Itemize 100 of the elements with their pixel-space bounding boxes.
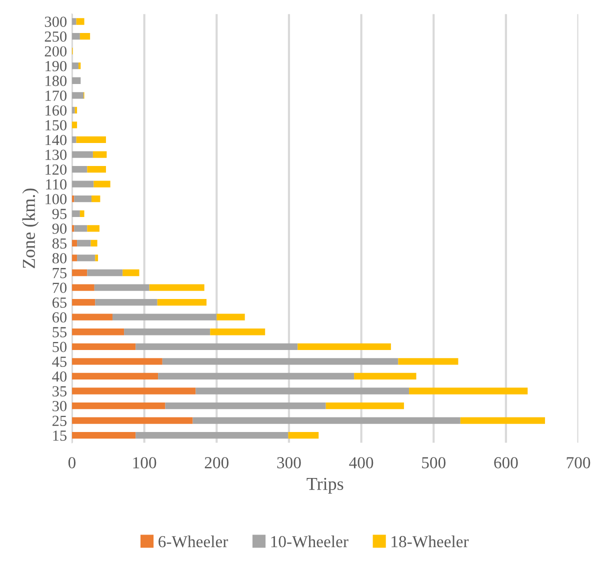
bar (80, 32, 90, 40)
bar (72, 254, 78, 262)
bar (72, 180, 94, 188)
bar (72, 269, 88, 276)
bar (409, 388, 528, 394)
bar (72, 92, 84, 99)
bar (78, 62, 81, 70)
bar (72, 32, 80, 40)
bar (72, 388, 196, 394)
x-tick-label: 600 (494, 457, 518, 468)
bar (76, 136, 106, 144)
bar (72, 343, 136, 350)
bar (87, 166, 106, 173)
y-tick-label: 140 (46, 134, 67, 146)
y-tick-label: 120 (46, 164, 67, 175)
bar (72, 106, 75, 114)
bar (95, 254, 98, 262)
bar (87, 269, 123, 276)
bar (95, 299, 158, 306)
x-tick-label: 200 (204, 457, 228, 468)
y-tick-label: 200 (44, 46, 67, 57)
y-tick-label: 170 (46, 90, 67, 101)
bar (72, 314, 112, 320)
y-tick-label: 40 (52, 371, 67, 382)
bar (136, 432, 288, 439)
bar (112, 314, 217, 320)
bar (72, 432, 136, 439)
y-axis-title: Zone (km.) (22, 188, 39, 268)
bar (72, 196, 74, 202)
y-tick-label: 110 (46, 179, 67, 190)
bar (77, 254, 96, 262)
y-tick-label: 160 (46, 105, 67, 116)
bar (76, 18, 84, 25)
legend-label: 6-Wheeler (158, 536, 228, 548)
bar (80, 210, 84, 217)
x-tick-label: 400 (349, 457, 374, 468)
bar (72, 358, 162, 365)
bar (94, 180, 110, 188)
bar (157, 299, 207, 306)
bar (196, 388, 410, 394)
bar (288, 432, 319, 439)
bar (298, 343, 391, 350)
y-tick-label: 75 (52, 268, 67, 278)
bar (72, 18, 76, 25)
bar (72, 166, 88, 173)
bar (210, 328, 266, 336)
y-tick-label: 45 (52, 356, 67, 367)
x-tick-label: 0 (68, 457, 76, 468)
legend-label: 10-Wheeler (271, 536, 348, 548)
bar (136, 343, 298, 350)
bar (124, 328, 210, 336)
y-tick-label: 15 (53, 430, 67, 441)
bar (192, 417, 460, 424)
bar (72, 284, 94, 291)
bar (92, 151, 107, 158)
bar (354, 372, 416, 380)
bar (326, 402, 404, 410)
y-tick-label: 130 (46, 150, 67, 160)
bar (398, 358, 458, 365)
bar (162, 358, 398, 365)
bar (149, 284, 204, 291)
x-tick-label: 100 (133, 457, 156, 468)
y-tick-label: 100 (46, 194, 67, 204)
y-tick-label: 190 (46, 60, 67, 72)
bar (216, 314, 245, 320)
bar (460, 417, 546, 424)
bar (72, 122, 78, 128)
bar (87, 225, 100, 232)
y-tick-label: 250 (44, 31, 67, 42)
y-tick-label: 180 (46, 76, 67, 86)
x-tick-label: 500 (422, 457, 446, 468)
bar (122, 269, 140, 276)
bar (72, 136, 76, 144)
x-axis-title: Trips (306, 478, 344, 494)
bar (72, 62, 78, 70)
bar (72, 225, 74, 232)
bar (77, 240, 91, 247)
bar (72, 151, 93, 158)
bar (165, 402, 326, 410)
bar (92, 196, 100, 202)
legend-label: 18-Wheeler (392, 536, 469, 548)
y-tick-label: 80 (52, 253, 67, 264)
x-tick-label: 700 (566, 457, 590, 468)
bar (74, 106, 78, 114)
bar (74, 225, 88, 232)
y-tick-label: 300 (44, 16, 67, 27)
y-tick-label: 85 (52, 238, 67, 249)
y-tick-label: 60 (52, 312, 67, 323)
bar (72, 372, 158, 380)
bar (158, 372, 354, 380)
y-tick-label: 90 (52, 224, 67, 234)
bar (74, 196, 92, 202)
bar (72, 328, 124, 336)
bar (72, 77, 81, 84)
y-tick-label: 50 (52, 342, 67, 352)
y-tick-label: 25 (52, 416, 67, 426)
bar (72, 402, 166, 410)
bar (94, 284, 150, 291)
y-tick-label: 55 (52, 327, 67, 338)
bar (72, 299, 96, 306)
